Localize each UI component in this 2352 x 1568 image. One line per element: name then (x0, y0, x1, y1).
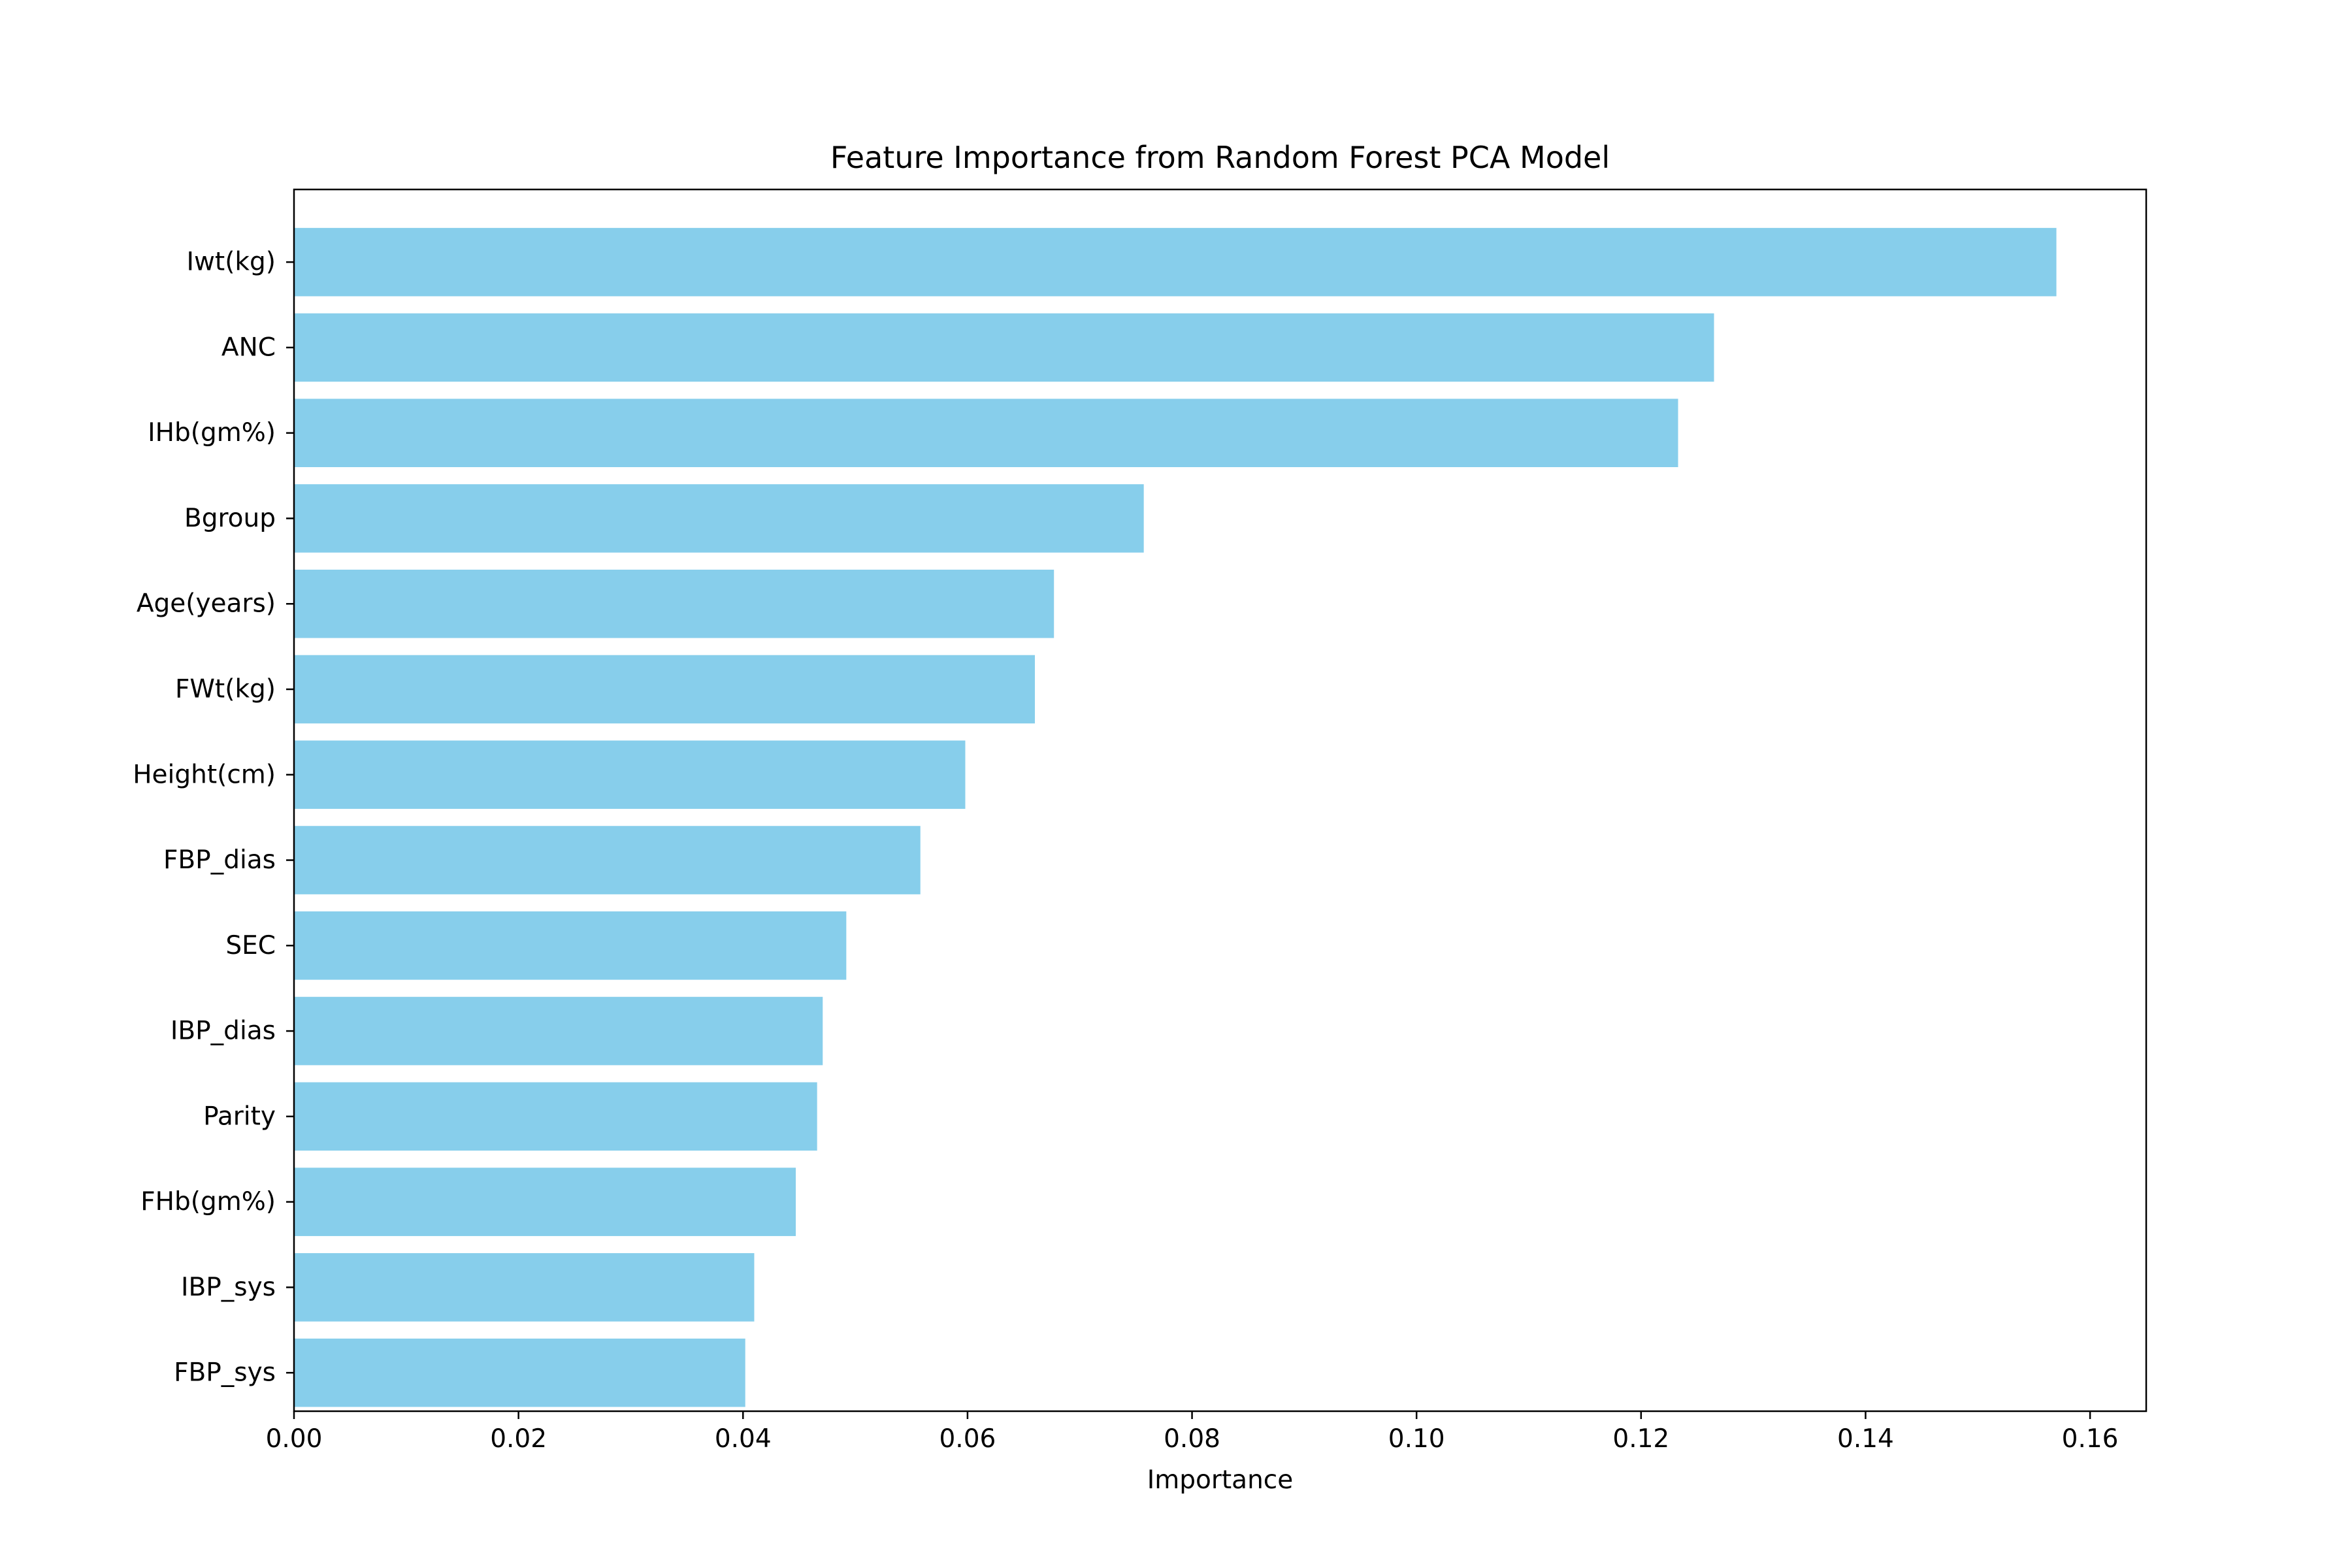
y-tick-label: IBP_sys (181, 1273, 276, 1302)
y-tick-label: Height(cm) (133, 760, 276, 789)
x-tick-label: 0.00 (266, 1424, 323, 1454)
y-tick-label: ANC (221, 333, 276, 362)
bar-ibp-sys (294, 1253, 755, 1322)
y-tick-label: Iwt(kg) (187, 248, 276, 277)
x-tick-label: 0.04 (715, 1424, 772, 1454)
y-tick-label: Age(years) (137, 589, 276, 619)
plot-area-frame (293, 188, 2148, 1413)
bar-fwt-kg (294, 655, 1035, 724)
bars-group (294, 227, 2057, 1407)
bar-anc (294, 313, 1714, 382)
bar-ihb-gm (294, 399, 1678, 467)
x-tick-label: 0.10 (1388, 1424, 1445, 1454)
bar-fhb-gm (294, 1168, 796, 1236)
bar-age-years (294, 569, 1054, 638)
bar-sec (294, 911, 847, 980)
bar-fbp-sys (294, 1338, 745, 1407)
x-axis-ticks: 0.00 0.02 0.04 0.06 0.08 0.10 0.12 0.14 0.16 (266, 1411, 2119, 1454)
chart-title: Feature Importance from Random Forest PC… (830, 140, 1610, 175)
x-tick-label: 0.16 (2062, 1424, 2119, 1454)
bar-iwt-kg (294, 227, 2057, 297)
y-tick-label: FBP_sys (174, 1358, 276, 1388)
x-tick-label: 0.06 (939, 1424, 996, 1454)
bar-fbp-dias (294, 826, 921, 894)
y-tick-label: IBP_dias (171, 1017, 276, 1046)
x-tick-label: 0.02 (490, 1424, 547, 1454)
y-axis-ticks: Iwt(kg) ANC IHb(gm%) Bgroup Age(years) FWt(kg… (133, 248, 294, 1388)
bar-height-cm (294, 740, 966, 809)
y-tick-label: FWt(kg) (175, 675, 276, 704)
bar-parity (294, 1082, 817, 1151)
y-tick-label: FBP_dias (163, 845, 276, 875)
x-tick-label: 0.14 (1837, 1424, 1894, 1454)
bar-bgroup (294, 484, 1144, 553)
x-tick-label: 0.08 (1164, 1424, 1220, 1454)
y-tick-label: Bgroup (184, 504, 276, 533)
y-tick-label: Parity (203, 1102, 276, 1131)
y-tick-label: FHb(gm%) (140, 1187, 276, 1217)
y-tick-label: IHb(gm%) (148, 418, 276, 448)
x-tick-label: 0.12 (1612, 1424, 1669, 1454)
x-axis-label: Importance (1147, 1465, 1294, 1495)
y-tick-label: SEC (225, 931, 276, 960)
bar-ibp-dias (294, 996, 823, 1066)
